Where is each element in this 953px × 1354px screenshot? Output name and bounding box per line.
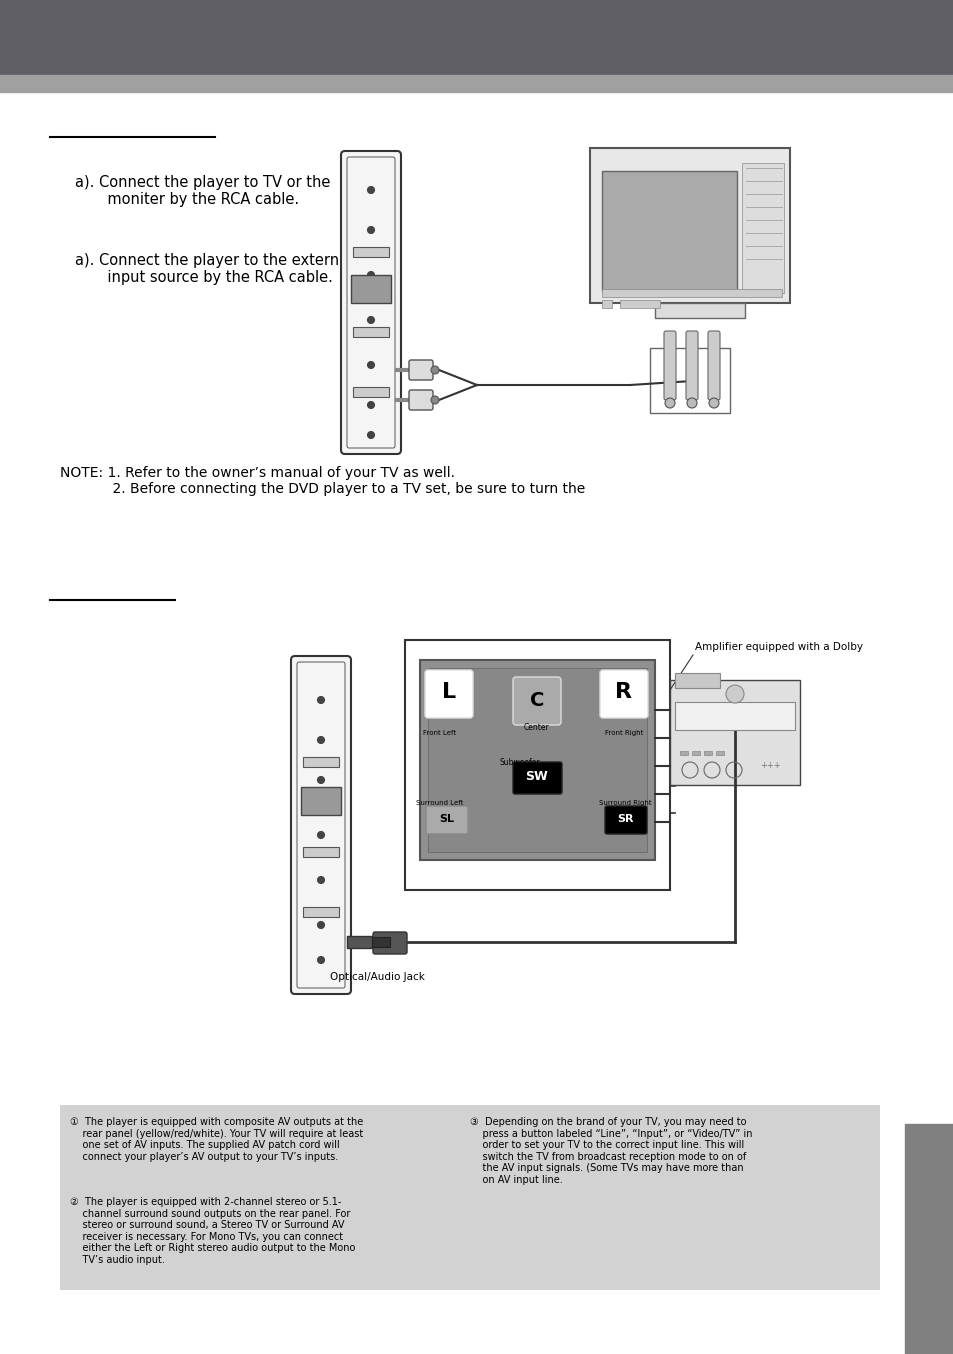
FancyBboxPatch shape <box>291 655 351 994</box>
FancyBboxPatch shape <box>685 330 698 399</box>
FancyBboxPatch shape <box>409 360 433 380</box>
Bar <box>589 148 789 303</box>
Text: NOTE: 1. Refer to the owner’s manual of your TV as well.
            2. Before c: NOTE: 1. Refer to the owner’s manual of … <box>60 466 584 496</box>
Bar <box>303 907 338 917</box>
Circle shape <box>725 685 743 703</box>
FancyBboxPatch shape <box>604 806 646 834</box>
Circle shape <box>317 696 324 704</box>
Bar <box>428 668 646 852</box>
Bar <box>303 757 338 766</box>
Text: C: C <box>529 691 543 709</box>
Circle shape <box>664 398 675 408</box>
Circle shape <box>708 398 719 408</box>
Circle shape <box>367 317 375 324</box>
FancyBboxPatch shape <box>373 932 407 955</box>
Bar <box>601 288 781 297</box>
Text: Optical/Audio Jack: Optical/Audio Jack <box>330 972 424 982</box>
Bar <box>741 162 783 292</box>
Circle shape <box>317 922 324 929</box>
Bar <box>716 751 723 756</box>
FancyBboxPatch shape <box>424 670 473 718</box>
Text: Surround Left: Surround Left <box>416 800 463 806</box>
Text: L: L <box>441 682 456 701</box>
Text: Subwoofer: Subwoofer <box>499 758 539 766</box>
Bar <box>353 387 389 397</box>
Bar <box>655 303 744 318</box>
FancyBboxPatch shape <box>513 677 560 724</box>
Text: R: R <box>615 682 632 701</box>
Text: a). Connect the player to TV or the
       moniter by the RCA cable.: a). Connect the player to TV or the moni… <box>75 175 330 207</box>
Circle shape <box>367 362 375 368</box>
Bar <box>619 301 659 307</box>
Circle shape <box>367 432 375 439</box>
Circle shape <box>367 402 375 409</box>
Text: Amplifier equipped with a Dolby: Amplifier equipped with a Dolby <box>695 642 862 653</box>
Bar <box>675 673 720 688</box>
Text: ②  The player is equipped with 2-channel stereo or 5.1-
    channel surround sou: ② The player is equipped with 2-channel … <box>70 1197 355 1265</box>
Bar <box>301 787 340 815</box>
Circle shape <box>686 398 697 408</box>
Circle shape <box>431 366 438 374</box>
Bar <box>372 937 390 946</box>
Text: SL: SL <box>439 814 454 825</box>
Text: SW: SW <box>525 770 548 784</box>
Circle shape <box>367 226 375 233</box>
Text: Surround Right: Surround Right <box>598 800 651 806</box>
Bar <box>0 0 953 74</box>
Bar <box>679 751 687 756</box>
FancyBboxPatch shape <box>340 152 400 454</box>
Bar <box>351 275 391 303</box>
Bar <box>904 1124 953 1354</box>
Circle shape <box>317 956 324 964</box>
Text: SR: SR <box>618 814 634 825</box>
Circle shape <box>317 831 324 838</box>
Circle shape <box>317 876 324 884</box>
Bar <box>60 1105 879 1290</box>
Bar <box>703 751 711 756</box>
Circle shape <box>431 395 438 403</box>
Circle shape <box>317 776 324 784</box>
Text: Center: Center <box>523 723 549 733</box>
FancyBboxPatch shape <box>663 330 676 399</box>
Bar <box>419 659 655 860</box>
Bar <box>601 301 612 307</box>
FancyBboxPatch shape <box>513 762 561 793</box>
Bar <box>675 701 794 730</box>
FancyBboxPatch shape <box>599 670 647 718</box>
Bar <box>669 680 800 785</box>
Bar <box>691 751 700 756</box>
Bar <box>353 246 389 257</box>
Bar <box>405 640 669 890</box>
Circle shape <box>367 187 375 194</box>
FancyBboxPatch shape <box>409 390 433 410</box>
FancyBboxPatch shape <box>707 330 720 399</box>
Text: Front Right: Front Right <box>604 730 642 737</box>
Circle shape <box>367 272 375 279</box>
Circle shape <box>317 737 324 743</box>
Text: ③  Depending on the brand of your TV, you may need to
    press a button labeled: ③ Depending on the brand of your TV, you… <box>470 1117 752 1185</box>
Text: a). Connect the player to the external
       input source by the RCA cable.: a). Connect the player to the external i… <box>75 253 352 286</box>
Text: +++: +++ <box>760 761 780 770</box>
Bar <box>649 348 729 413</box>
Bar <box>347 936 376 948</box>
Bar <box>303 848 338 857</box>
Bar <box>353 328 389 337</box>
Text: Front Left: Front Left <box>423 730 456 737</box>
FancyBboxPatch shape <box>426 806 468 834</box>
Text: ①  The player is equipped with composite AV outputs at the
    rear panel (yello: ① The player is equipped with composite … <box>70 1117 363 1162</box>
Bar <box>601 171 737 291</box>
Bar <box>0 74 953 92</box>
